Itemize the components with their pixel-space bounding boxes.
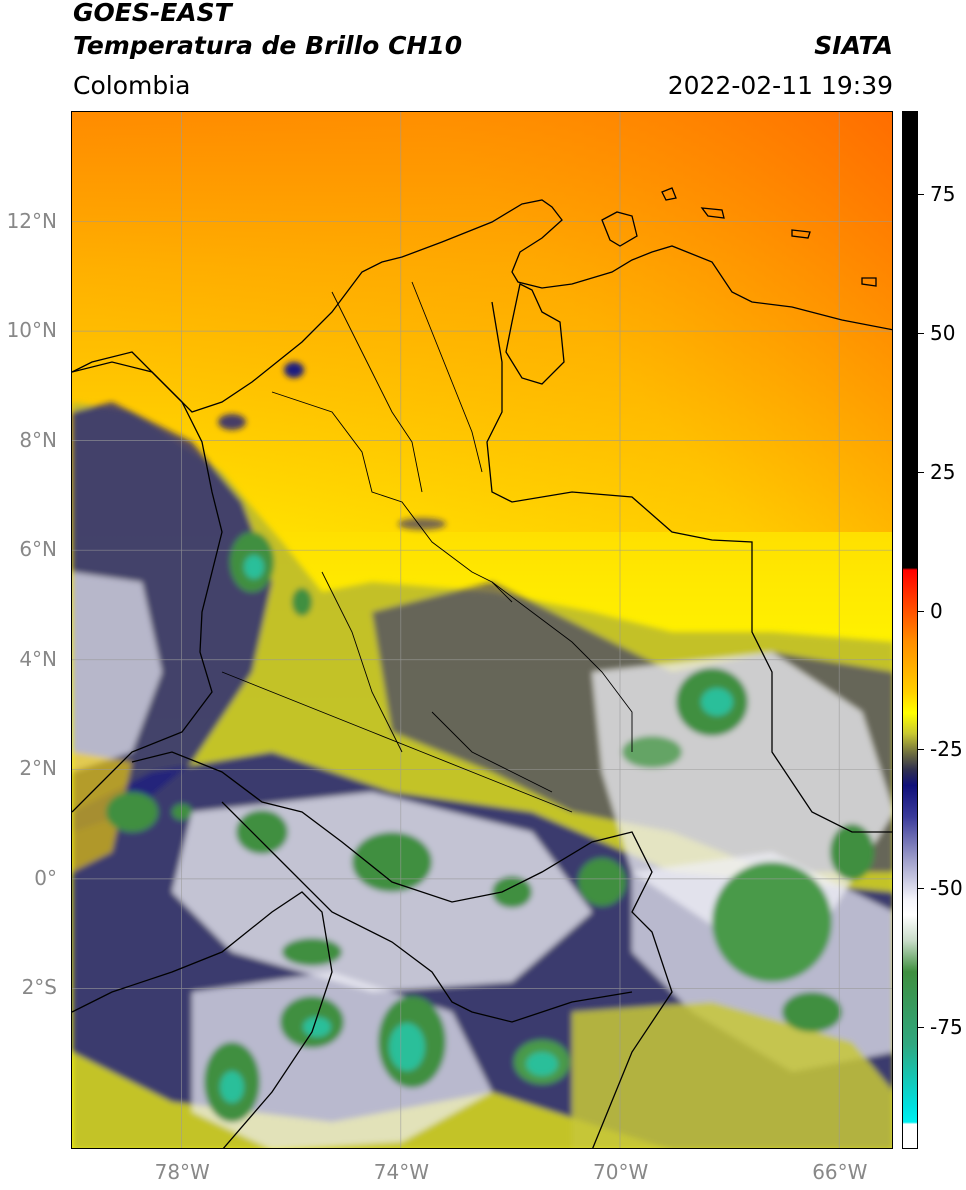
colorbar-tick-mark [918,1026,924,1028]
lat-tick-label: 0° [34,865,57,890]
lat-tick-label: 6°N [19,537,57,562]
colorbar-tick-mark [918,888,924,890]
guajira [601,211,638,247]
timestamp-label: 2022-02-11 19:39 [667,71,893,100]
satellite-map [71,111,893,1149]
lat-tick-label: 8°N [19,427,57,452]
maracaibo-lake [505,283,565,385]
ecuador-peru-border [221,801,633,1023]
lat-tick-label: 10°N [6,318,57,343]
lon-tick-label: 74°W [373,1160,430,1184]
title-line-1: GOES-EAST [73,0,232,27]
lon-tick-label: 66°W [812,1160,868,1184]
islands [661,187,877,287]
colorbar-tick-label: -50 [930,876,963,901]
colombia-south-border [131,751,673,1148]
brightness-temperature-field [72,112,892,1148]
caribbean-coast [72,199,892,413]
peru-coast [72,891,333,1148]
colorbar-tick-label: 75 [930,182,956,207]
lon-tick-label: 70°W [593,1160,649,1184]
lon-tick-label: 78°W [154,1160,210,1184]
department-lines-3 [221,571,573,813]
colorbar-tick-label: -75 [930,1014,963,1039]
lat-tick-label: 4°N [19,646,57,671]
colorbar-tick-label: 50 [930,321,956,346]
colorbar-gradient [903,112,917,1148]
source-label: SIATA [814,31,893,60]
lat-tick-label: 12°N [6,208,57,233]
lat-tick-label: 2°N [19,756,57,781]
colombia-west-coast [72,361,223,813]
department-lines-4 [431,581,633,793]
title-line-2: Temperatura de Brillo CH10 [73,31,463,60]
colorbar [902,111,918,1149]
colorbar-tick-label: 25 [930,459,956,484]
colorbar-tick-mark [918,749,924,751]
colorbar-tick-label: -25 [930,737,963,762]
department-lines-1 [271,391,513,603]
colorbar-tick-label: 0 [930,598,943,623]
department-lines-2 [331,281,483,493]
colorbar-tick-mark [918,471,924,473]
lat-tick-label: 2°S [21,975,57,1000]
region-label: Colombia [73,71,191,100]
colorbar-tick-mark [918,333,924,335]
colombia-venezuela-border [486,301,892,833]
colorbar-tick-mark [918,194,924,196]
colorbar-tick-mark [918,610,924,612]
